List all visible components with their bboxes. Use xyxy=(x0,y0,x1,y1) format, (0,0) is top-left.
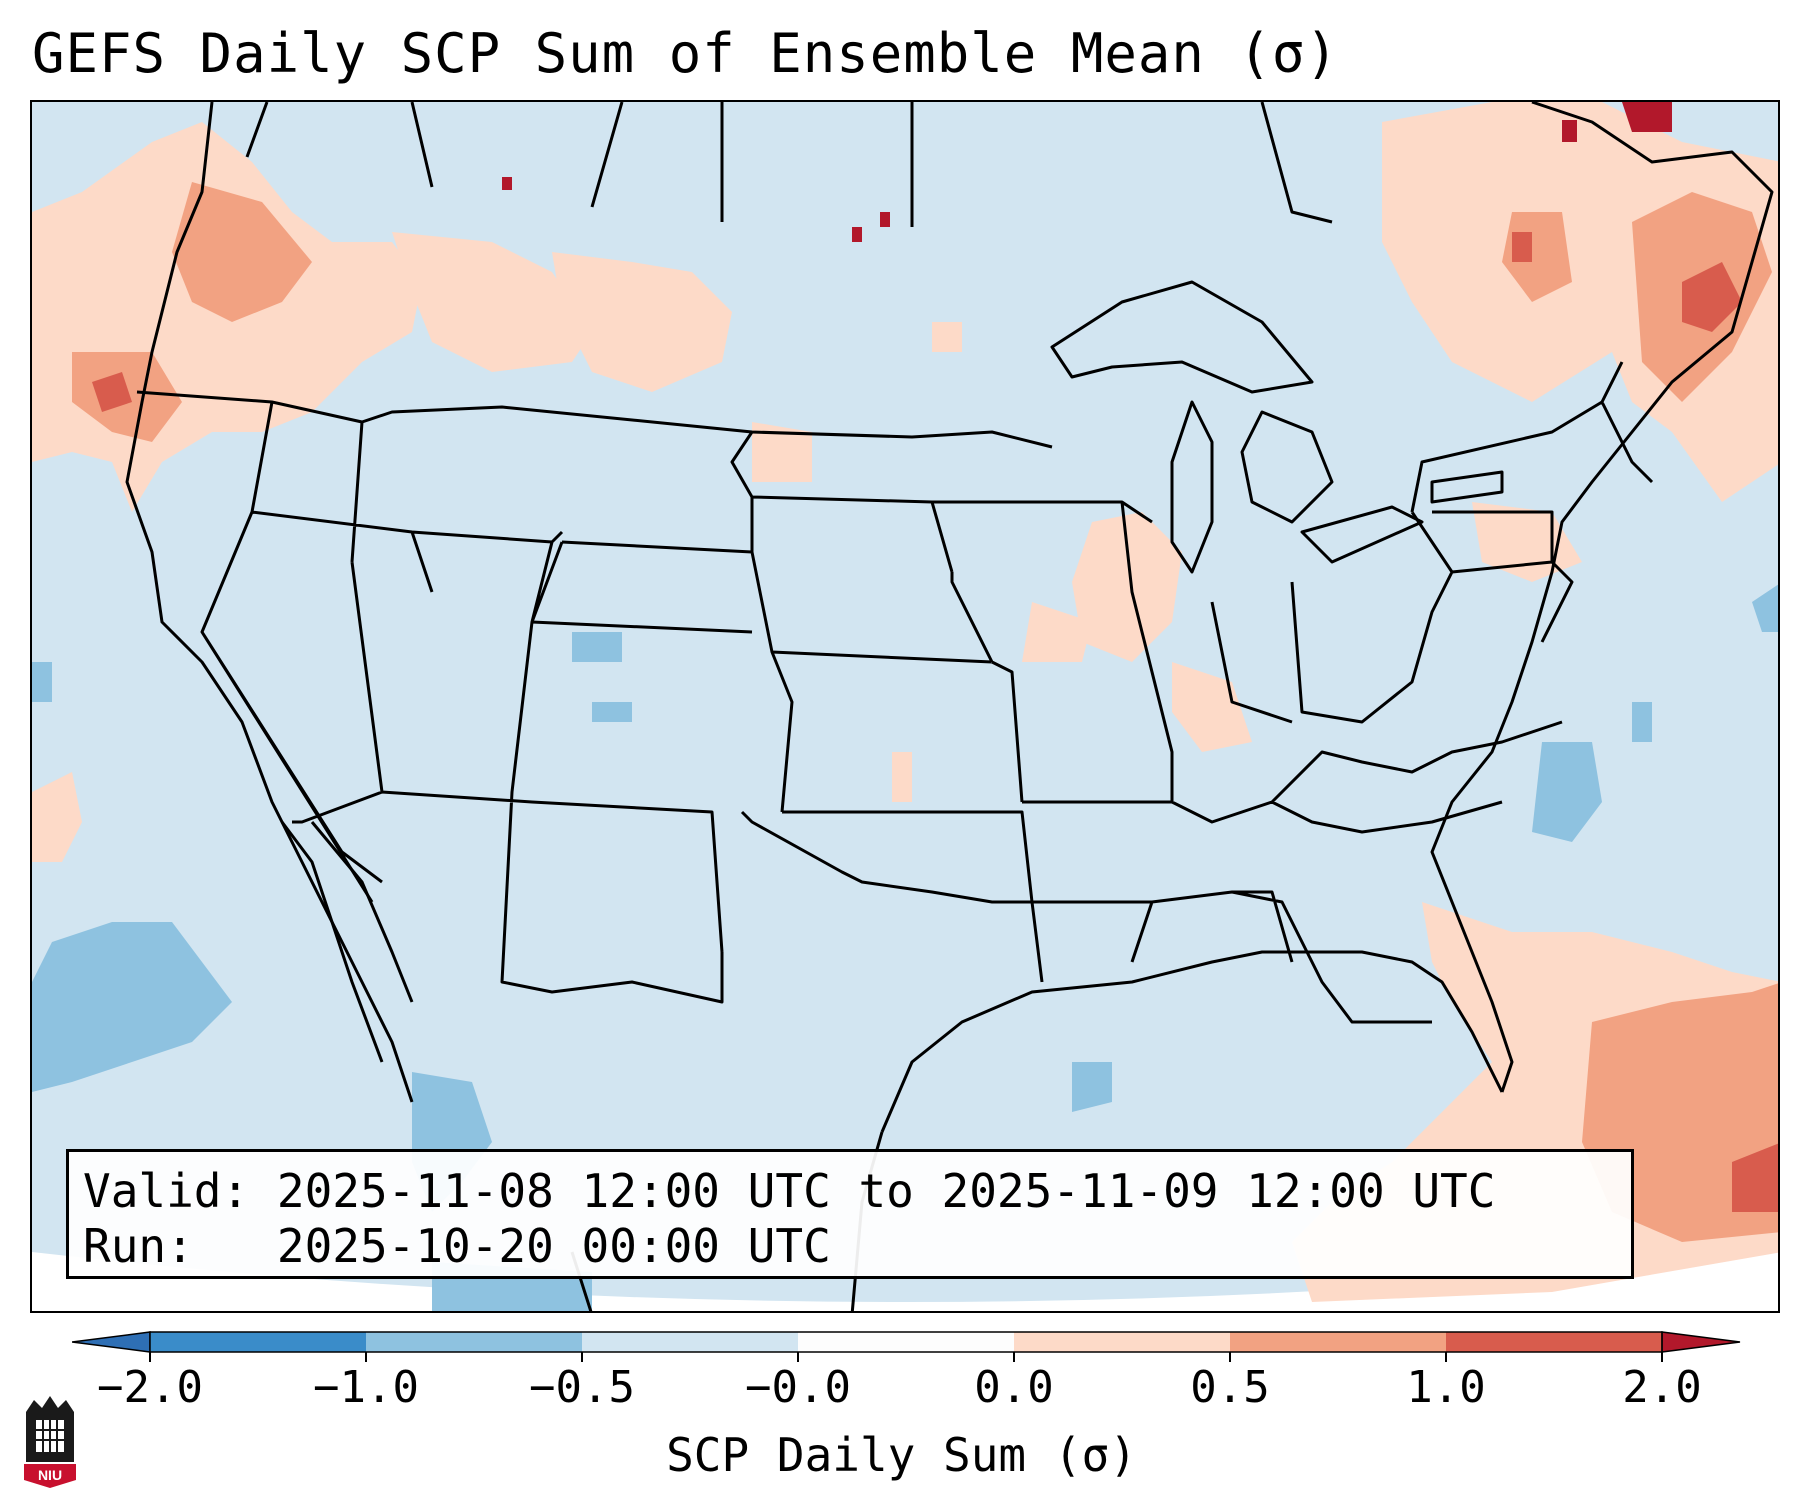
colorbar-tick-label: 0.0 xyxy=(974,1362,1054,1413)
extreme-positive-patches xyxy=(502,102,1672,242)
colorbar-label: SCP Daily Sum (σ) xyxy=(666,1428,1137,1482)
map-title: GEFS Daily SCP Sum of Ensemble Mean (σ) xyxy=(32,22,1339,85)
colorbar-tick-label: −1.0 xyxy=(313,1362,419,1413)
colorbar-tick-label: 1.0 xyxy=(1406,1362,1486,1413)
logo-text: NIU xyxy=(38,1467,62,1483)
run-row: Run: 2025-10-20 00:00 UTC xyxy=(83,1219,1631,1274)
colorbar-under-arrow xyxy=(72,1331,151,1353)
colorbar-bin-4 xyxy=(798,1332,1014,1352)
state-boundaries xyxy=(200,361,1654,1024)
colorbar-bin-3 xyxy=(582,1332,798,1352)
baja-california xyxy=(280,821,414,1063)
colorbar-tick-label: 2.0 xyxy=(1622,1362,1702,1413)
great-lakes-superior xyxy=(1050,280,1314,394)
valid-value: 2025-11-08 12:00 UTC to 2025-11-09 12:00… xyxy=(276,1164,1496,1218)
run-label: Run: xyxy=(83,1219,194,1273)
colorbar-bin-2 xyxy=(366,1332,582,1352)
niu-logo: NIU xyxy=(24,1396,76,1488)
colorbar-tick-label: −0.0 xyxy=(745,1362,851,1413)
colorbar-outline xyxy=(149,1331,1663,1353)
canada-us-border xyxy=(136,390,1053,449)
run-value: 2025-10-20 00:00 UTC xyxy=(276,1219,831,1273)
colorbar-over-arrow xyxy=(1661,1331,1741,1353)
great-lakes-michigan xyxy=(1170,400,1214,574)
map-panel[interactable] xyxy=(30,100,1780,1313)
colorbar-tick-label: 0.5 xyxy=(1190,1362,1270,1413)
west-coast xyxy=(125,102,414,1103)
canada-province-lines xyxy=(245,102,1333,227)
map-domain xyxy=(32,102,1778,1302)
colorbar-tick-label: −2.0 xyxy=(97,1362,203,1413)
colorbar-bin-7 xyxy=(1446,1332,1662,1352)
colorbar-tick-label: −0.5 xyxy=(529,1362,635,1413)
gulf-coast xyxy=(880,950,1504,1133)
valid-row: Valid: 2025-11-08 12:00 UTC to 2025-11-0… xyxy=(83,1164,1631,1219)
colorbar-bin-1 xyxy=(150,1332,366,1352)
colorbar xyxy=(72,1331,1741,1362)
scp-map xyxy=(32,102,1778,1311)
northeast-coast xyxy=(1430,102,1774,1093)
great-lakes-huron-erie-ontario xyxy=(1240,410,1504,564)
valid-label: Valid: xyxy=(83,1164,250,1218)
validity-info-box: Valid: 2025-11-08 12:00 UTC to 2025-11-0… xyxy=(66,1149,1634,1279)
strong-positive-patches xyxy=(92,232,1778,1212)
colorbar-bin-5 xyxy=(1014,1332,1230,1352)
colorbar-bin-6 xyxy=(1230,1332,1446,1352)
colorbar-ticks xyxy=(149,1352,1663,1362)
